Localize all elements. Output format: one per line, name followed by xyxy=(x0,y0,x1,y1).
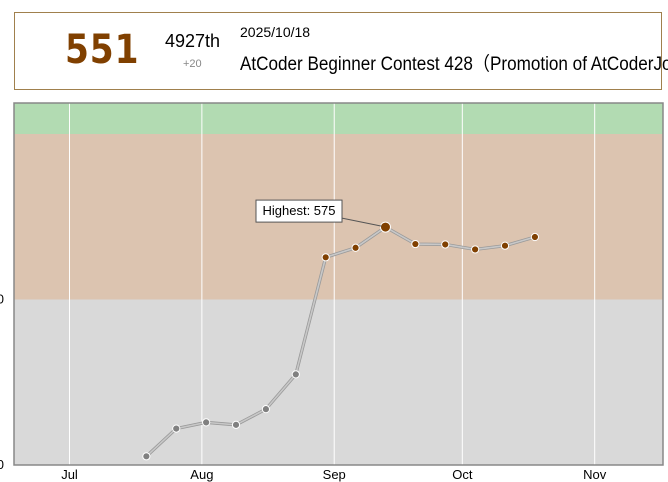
data-points xyxy=(142,221,540,461)
contest-summary-card: 551 4927th +20 2025/10/18 AtCoder Beginn… xyxy=(14,12,668,90)
rating-change: +20 xyxy=(183,58,202,70)
rating-history-chart: Jul Aug Sep Oct Nov 0 400 Highest: 575 xyxy=(0,102,664,482)
rating-line-path xyxy=(145,226,536,457)
data-point[interactable] xyxy=(411,239,420,249)
tooltip-box xyxy=(255,199,343,223)
x-tick-label: Nov xyxy=(583,467,607,482)
contest-date: 2025/10/18 xyxy=(240,24,311,40)
y-tick-labels: 0 400 xyxy=(0,292,4,473)
tooltip-connector xyxy=(341,217,382,227)
tooltip-text: Highest: 575 xyxy=(263,203,336,218)
data-point[interactable] xyxy=(321,253,330,262)
x-tick-labels: Jul Aug Sep Oct Nov xyxy=(61,467,607,482)
data-point[interactable] xyxy=(351,243,360,252)
data-point[interactable] xyxy=(172,424,181,433)
data-point[interactable] xyxy=(500,241,510,250)
x-tick-label: Jul xyxy=(61,467,78,482)
x-tick-label: Sep xyxy=(323,467,346,482)
data-point[interactable] xyxy=(291,370,300,379)
x-tick-label: Aug xyxy=(190,467,213,482)
data-point[interactable] xyxy=(530,232,540,242)
contest-name[interactable]: AtCoder Beginner Contest 428（Promotion o… xyxy=(240,54,668,75)
data-point[interactable] xyxy=(231,420,241,429)
data-point[interactable] xyxy=(379,221,391,233)
contest-rank: 4927th xyxy=(165,31,221,51)
data-point[interactable] xyxy=(202,418,211,427)
rating-band-2 xyxy=(14,103,663,134)
current-rating: 551 xyxy=(65,27,140,73)
y-tick-label: 400 xyxy=(0,292,4,307)
rating-line xyxy=(145,225,536,458)
rating-bands xyxy=(14,103,663,465)
data-point[interactable] xyxy=(142,452,151,461)
data-point[interactable] xyxy=(441,240,450,249)
rating-band-0 xyxy=(14,299,663,465)
x-tick-label: Oct xyxy=(452,467,473,482)
grid-lines xyxy=(69,103,596,465)
highest-tooltip: Highest: 575 xyxy=(255,199,382,227)
y-tick-label: 0 xyxy=(0,457,4,472)
plot-frame xyxy=(13,102,664,466)
data-point[interactable] xyxy=(261,405,271,414)
data-point[interactable] xyxy=(471,245,480,254)
